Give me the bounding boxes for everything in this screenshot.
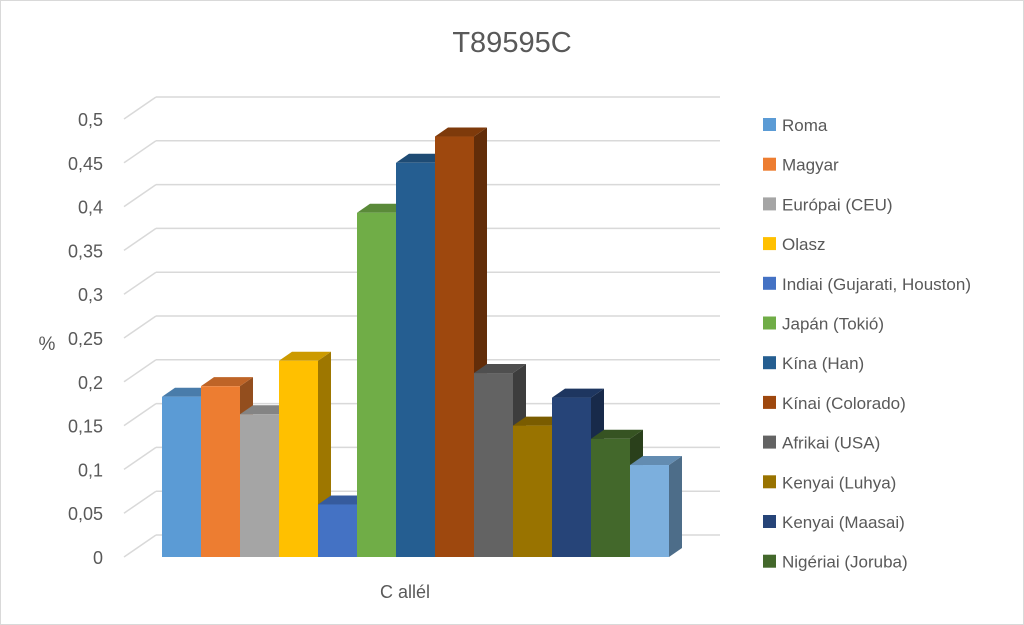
bar-front [201,386,240,557]
bar-top [474,364,526,374]
chart-title: T89595C [452,27,571,59]
legend-label: Európai (CEU) [782,195,893,214]
legend-swatch [763,356,776,370]
legend-item: Japán (Tokió) [763,315,884,334]
legend-swatch [763,475,776,489]
y-tick-label: 0,05 [68,504,103,524]
bar-front [474,373,513,557]
y-tick-label: 0,2 [78,373,103,393]
y-tick-label: 0 [93,548,103,568]
legend-label: Afrikai (USA) [782,434,880,453]
legend-swatch [763,435,776,449]
gridline-depth [123,402,157,427]
legend-swatch [763,118,776,131]
y-tick-label: 0,5 [78,110,103,130]
legend-label: Kínai (Colorado) [782,394,906,413]
legend-swatch [763,554,776,568]
legend-label: Olasz [782,235,825,254]
legend-item: Kína (Han) [763,354,864,373]
legend-item: Indiai (Gujarati, Houston) [763,275,971,294]
legend-label: Nigériai (Joruba) [782,553,908,572]
gridline-depth [123,534,157,558]
legend-item: Olasz [763,235,825,254]
gridline-depth [123,271,157,295]
bar-top [591,429,643,439]
y-tick-labels: 0 0,05 0,1 0,15 0,2 0,25 0,3 0,35 0,4 0,45 0,5 [68,110,103,568]
bar-front [279,360,318,557]
bar-front [552,397,591,557]
bar-front [630,465,669,557]
legend-label: Magyar [782,156,839,175]
y-tick-label: 0,1 [78,460,103,480]
legend-item: Kínai (Colorado) [763,394,906,413]
gridline-depth [123,96,157,120]
legend-label: Kenyai (Luhya) [782,473,896,492]
bar-front [435,136,474,557]
bars [162,127,682,558]
bar-front [396,162,435,558]
legend-label: Japán (Tokió) [782,315,884,334]
legend-swatch [763,316,776,330]
y-tick-label: 0,25 [68,329,103,349]
bar-front [513,425,552,557]
legend-label: Indiai (Gujarati, Houston) [782,275,971,294]
legend-swatch [763,276,776,290]
legend: Roma Magyar Európai (CEU) Olasz Indiai (Guja… [763,116,971,572]
legend-item: Nigériai (Joruba) [763,553,908,572]
gridline-depth [123,315,157,339]
bar-side [669,456,682,557]
bar-top [552,388,604,398]
gridline-depth [123,140,157,164]
legend-swatch [763,237,776,251]
legend-label: Kína (Han) [782,354,864,373]
legend-item: Afrikai (USA) [763,434,880,453]
gridline-depth [123,446,157,471]
y-tick-label: 0,15 [68,417,103,437]
bar-front [240,414,279,557]
legend-swatch [763,197,776,211]
legend-swatch [763,157,776,171]
legend-item: Magyar [763,156,839,175]
bar-front [357,212,396,557]
y-tick-label: 0,3 [78,285,103,305]
bar-top [201,377,253,387]
bar-front [162,396,201,557]
bar-top [279,351,331,361]
bar [630,456,682,557]
legend-item: Kenyai (Maasai) [763,513,905,532]
bar-front [591,438,630,557]
bar-top [630,456,682,466]
y-axis-label: % [39,334,56,355]
legend-label: Roma [782,116,828,135]
legend-swatch [763,395,776,409]
legend-item: Roma [763,116,828,135]
legend-swatch [763,515,776,528]
gridline-depth [123,183,157,208]
y-tick-label: 0,45 [68,154,103,174]
x-category-label: C allél [380,582,430,602]
gridline-depth [123,227,157,252]
y-tick-label: 0,35 [68,241,103,261]
y-tick-label: 0,4 [78,198,103,218]
gridline-depth [123,490,157,514]
legend-item: Európai (CEU) [763,195,893,214]
legend-item: Kenyai (Luhya) [763,473,896,492]
bar-front [318,504,357,557]
legend-label: Kenyai (Maasai) [782,513,905,532]
bar-top [435,127,487,137]
gridline-depth [123,359,157,383]
